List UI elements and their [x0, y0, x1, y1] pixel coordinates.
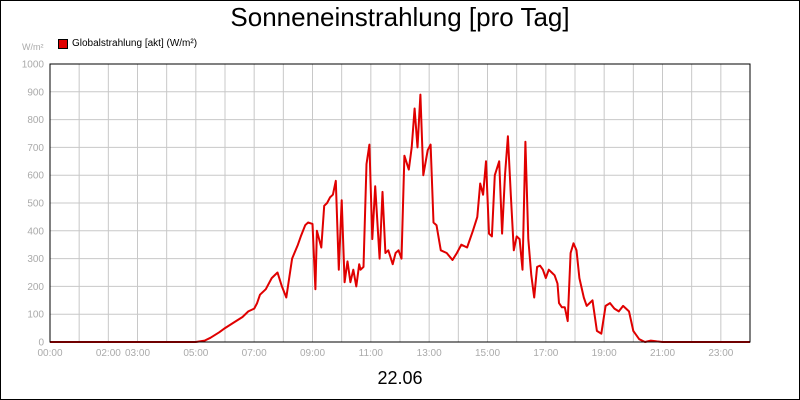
x-tick-label: 17:00: [533, 348, 558, 359]
x-tick-label: 23:00: [708, 348, 733, 359]
legend: Globalstrahlung [akt] (W/m²): [58, 38, 197, 49]
x-tick-label: 13:00: [417, 348, 442, 359]
legend-label: Globalstrahlung [akt] (W/m²): [72, 38, 198, 49]
y-tick-labels: 0 100 200 300 400 500 600 700 800 900 1000: [22, 60, 45, 349]
y-tick-label: 400: [27, 226, 44, 237]
y-tick-label: 800: [27, 115, 44, 126]
x-tick-label: 00:00: [37, 348, 62, 359]
x-tick-label: 05:00: [183, 348, 208, 359]
chart-title: Sonneneinstrahlung [pro Tag]: [230, 2, 570, 32]
x-tick-label: 21:00: [650, 348, 675, 359]
y-tick-label: 1000: [22, 60, 45, 71]
y-tick-label: 900: [27, 87, 44, 98]
x-axis-date-label: 22.06: [377, 368, 423, 388]
plot-border: [49, 63, 751, 343]
y-tick-label: 100: [27, 310, 44, 321]
legend-swatch: [58, 38, 68, 49]
y-tick-label: 500: [27, 199, 44, 210]
y-tick-label: 600: [27, 171, 44, 182]
x-tick-label: 15:00: [475, 348, 500, 359]
y-axis-unit: W/m²: [22, 42, 44, 52]
x-tick-label: 02:00: [96, 348, 121, 359]
x-tick-label: 19:00: [592, 348, 617, 359]
series-line: [50, 93, 750, 343]
x-tick-label: 03:00: [125, 348, 150, 359]
x-tick-label: 09:00: [300, 348, 325, 359]
x-tick-labels: 00:00 02:00 03:00 05:00 07:00 09:00 11:00 13:00…: [37, 348, 733, 359]
x-tick-label: 11:00: [359, 348, 384, 359]
x-tick-label: 07:00: [242, 348, 267, 359]
y-tick-label: 200: [27, 282, 44, 293]
series-layer: [50, 93, 750, 343]
y-tick-label: 300: [27, 254, 44, 265]
grid: [50, 63, 750, 343]
y-tick-label: 0: [38, 338, 44, 349]
y-tick-label: 700: [27, 143, 44, 154]
